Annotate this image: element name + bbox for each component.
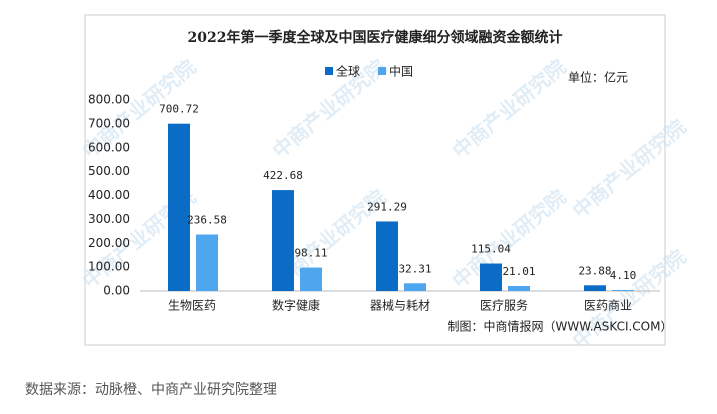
x-tick-label: 医疗服务 [480, 298, 528, 313]
y-tick-label: 800.00 [88, 93, 130, 107]
x-tick-label: 数字健康 [272, 298, 320, 313]
bar [376, 221, 398, 291]
value-label: 21.01 [502, 265, 535, 278]
legend-swatch [325, 67, 333, 75]
value-label: 422.68 [263, 169, 303, 182]
legend-label: 全球 [336, 64, 360, 79]
value-label: 98.11 [294, 247, 327, 260]
bar [612, 290, 634, 291]
bar [168, 123, 190, 292]
bar [272, 190, 294, 291]
bar [480, 263, 502, 291]
x-tick-label: 生物医药 [168, 299, 216, 313]
x-tick-label: 器械与耗材 [370, 298, 430, 313]
value-label: 700.72 [159, 103, 199, 116]
y-tick-label: 600.00 [88, 140, 130, 154]
value-label: 236.58 [187, 214, 227, 227]
bar [584, 285, 606, 291]
x-tick-label: 医药商业 [584, 298, 632, 313]
value-label: 32.31 [398, 262, 431, 275]
bar [404, 283, 426, 291]
y-tick-label: 100.00 [88, 260, 130, 274]
legend-label: 中国 [389, 64, 413, 79]
y-tick-label: 700.00 [88, 116, 130, 130]
y-tick-label: 200.00 [88, 236, 130, 250]
unit-label: 单位：亿元 [568, 70, 628, 85]
value-label: 23.88 [578, 264, 611, 277]
value-label: 291.29 [367, 200, 407, 213]
credit: 制图：中商情报网（WWW.ASKCI.COM） [448, 319, 673, 334]
y-tick-label: 400.00 [88, 188, 130, 202]
bar [300, 267, 322, 291]
bar [196, 234, 218, 291]
value-label: 4.10 [610, 269, 637, 282]
y-tick-label: 0.00 [103, 284, 130, 298]
y-tick-label: 500.00 [88, 164, 130, 178]
footer: 数据来源：动脉橙、中商产业研究院整理 [25, 382, 277, 398]
y-tick-label: 300.00 [88, 212, 130, 226]
bar [508, 285, 530, 291]
legend-swatch [378, 67, 386, 75]
value-label: 115.04 [471, 243, 511, 256]
chart-title: 2022年第一季度全球及中国医疗健康细分领域融资金额统计 [188, 29, 563, 46]
